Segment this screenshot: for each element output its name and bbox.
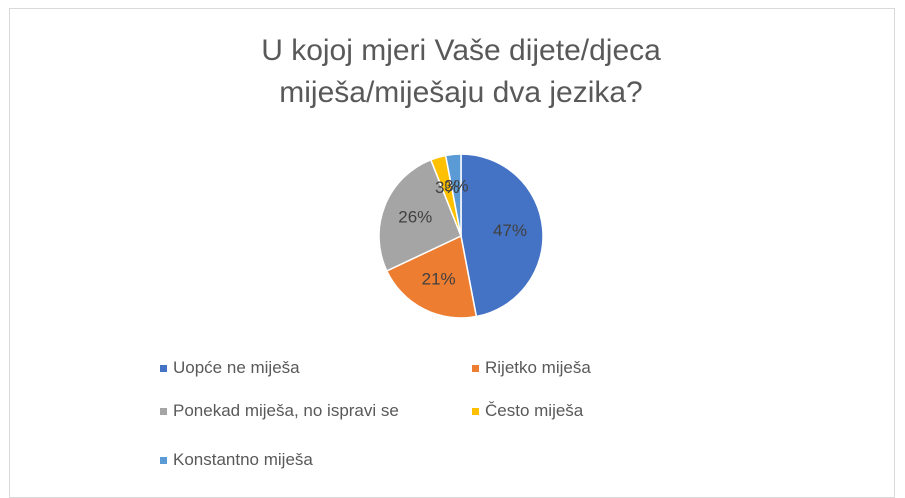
chart-title: U kojoj mjeri Vaše dijete/djeca miješa/m… (261, 34, 661, 109)
legend-label: Uopće ne miješa (173, 358, 300, 377)
legend-swatch (160, 456, 167, 464)
pie-slice (444, 153, 462, 237)
legend-label: Rijetko miješa (485, 358, 591, 377)
legend-item: Ponekad miješa, no ispravi se (160, 401, 399, 421)
data-label: 26% (398, 207, 432, 226)
data-label: 3% (435, 178, 460, 197)
legend-item: Često miješa (472, 401, 583, 421)
data-label: 21% (422, 269, 456, 288)
legend-label: Ponekad miješa, no ispravi se (173, 401, 399, 420)
page: U kojoj mjeri Vaše dijete/djeca miješa/m… (9, 8, 895, 498)
pie-chart: 47%21%26%3%3% (378, 153, 544, 319)
pie-slice (385, 234, 478, 319)
legend-label: Često miješa (485, 401, 584, 420)
legend-swatch (160, 364, 167, 372)
legend-label: Konstantno miješa (173, 450, 313, 469)
pie-slice (378, 158, 462, 272)
data-label: 47% (493, 221, 527, 240)
legend-swatch (472, 407, 479, 415)
pie-slice (460, 153, 544, 318)
data-label: 3% (444, 177, 469, 196)
legend-item: Uopće ne miješa (160, 358, 300, 378)
legend-swatch (472, 364, 479, 372)
legend-swatch (160, 407, 167, 415)
legend-item: Rijetko miješa (472, 358, 591, 378)
legend-item: Konstantno miješa (160, 450, 313, 470)
